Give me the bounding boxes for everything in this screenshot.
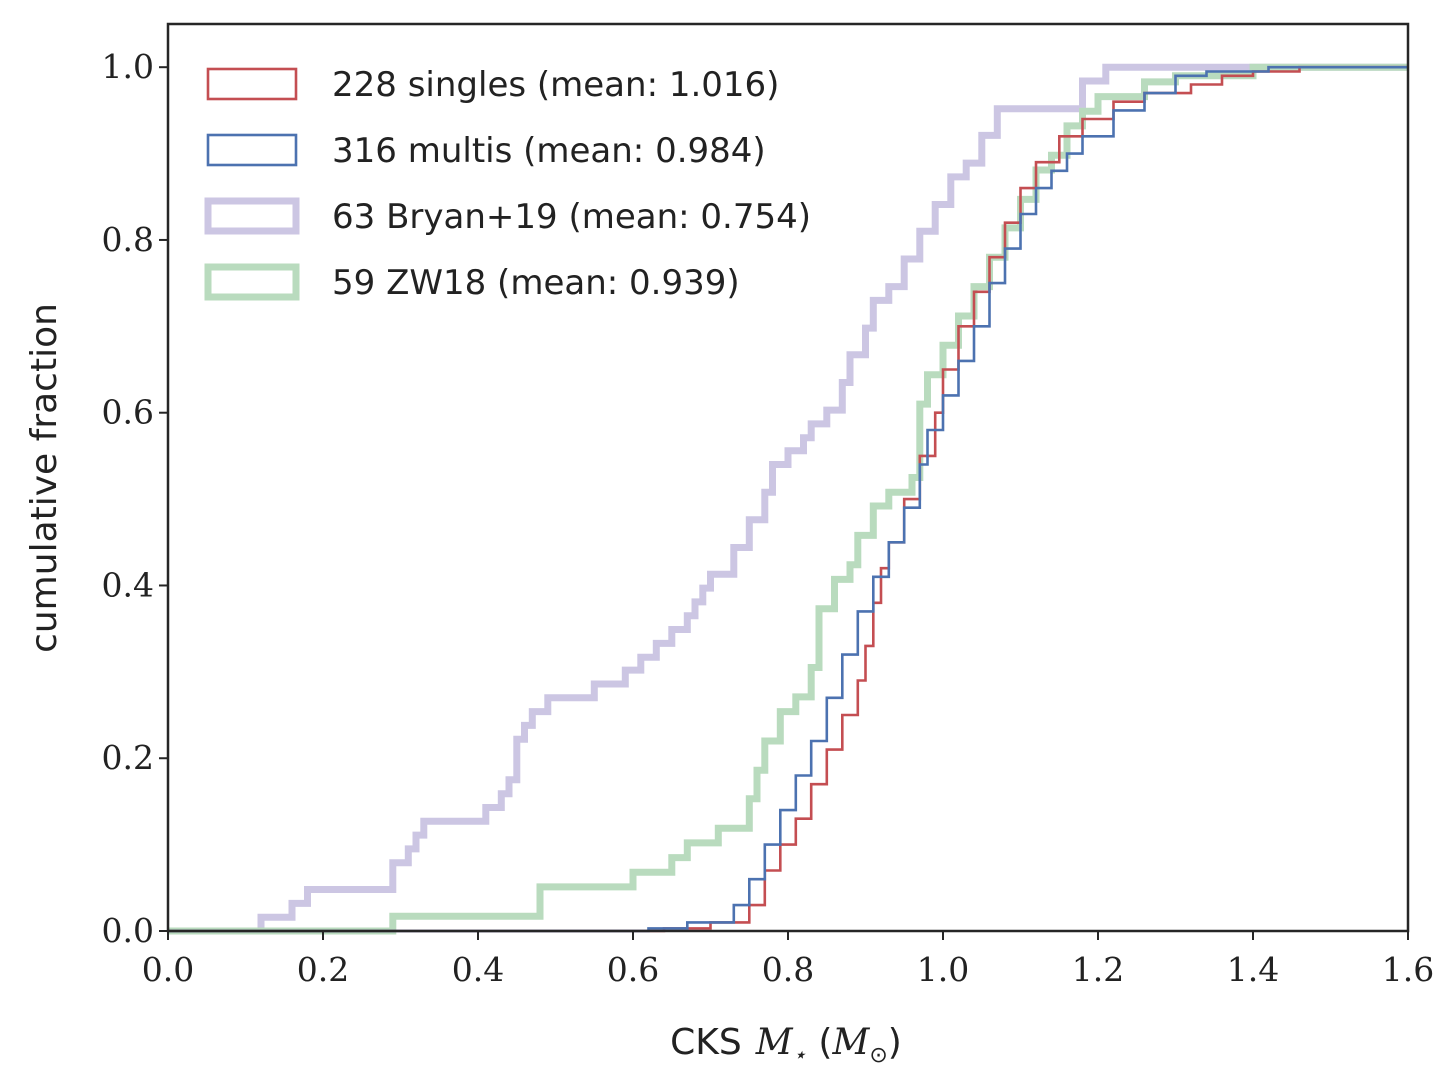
x-tick-label: 0.2 (297, 950, 349, 989)
y-tick-label: 1.0 (102, 47, 154, 86)
y-tick-label: 0.6 (102, 393, 154, 432)
legend-swatch-3 (204, 197, 300, 235)
x-tick-label: 0.0 (142, 950, 194, 989)
y-tick-label: 0.0 (102, 911, 154, 950)
legend-swatch-2 (206, 133, 298, 167)
y-tick-label: 0.2 (102, 738, 154, 777)
series-layer (168, 63, 1408, 935)
y-tick-label: 0.8 (102, 220, 154, 259)
legend: 228 singles (mean: 1.016) 316 multis (mea… (204, 65, 811, 303)
x-tick-label: 0.6 (607, 950, 659, 989)
legend-swatch-4 (204, 263, 300, 301)
x-axis-label: CKS M⋆ (M⊙) (670, 1022, 902, 1068)
legend-label-2: 316 multis (mean: 0.984) (332, 131, 766, 171)
series-line-2 (168, 65, 1408, 933)
legend-label-1: 228 singles (mean: 1.016) (332, 65, 779, 105)
plot-area (168, 24, 1408, 931)
x-tick-label: 1.0 (917, 950, 969, 989)
tick-layer: 0.0 0.2 0.4 0.6 0.8 1.0 1.2 1.4 1.6 0.0 0.2 0.4 0.6 0… (102, 47, 1435, 989)
x-tick-label: 1.4 (1227, 950, 1279, 989)
plot-frame (166, 22, 1410, 933)
x-tick-label: 1.6 (1382, 950, 1434, 989)
x-tick-label: 1.2 (1072, 950, 1124, 989)
series-line-4 (168, 63, 1408, 935)
legend-label-4: 59 ZW18 (mean: 0.939) (332, 263, 740, 303)
legend-swatch-1 (206, 67, 298, 101)
x-tick-label: 0.8 (762, 950, 814, 989)
series-line-3 (168, 63, 1408, 935)
y-axis-label: cumulative fraction (24, 303, 65, 653)
x-tick-label: 0.4 (452, 950, 504, 989)
y-tick-label: 0.4 (102, 565, 154, 604)
legend-label-3: 63 Bryan+19 (mean: 0.754) (332, 197, 811, 237)
